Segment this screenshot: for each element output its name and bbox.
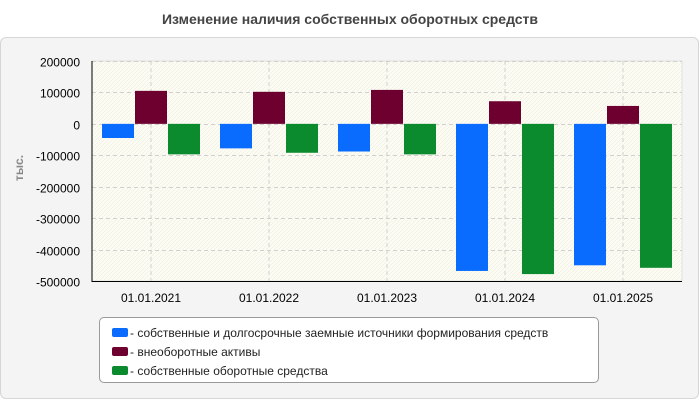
bar — [574, 123, 606, 266]
bar — [607, 105, 639, 124]
y-tick-label: 100000 — [40, 87, 80, 101]
chart-title: Изменение наличия собственных оборотных … — [161, 11, 539, 27]
bar — [135, 90, 167, 124]
bar — [220, 123, 252, 149]
y-tick-label: -100000 — [36, 150, 80, 164]
legend-swatch-icon — [112, 328, 128, 337]
bar — [286, 123, 318, 153]
x-tick-label: 01.01.2021 — [121, 291, 181, 305]
x-tick-label: 01.01.2023 — [357, 291, 417, 305]
bar — [489, 101, 521, 124]
x-tick-labels: 01.01.2021 01.01.2022 01.01.2023 01.01.2024… — [121, 291, 653, 305]
legend-label: - — [130, 363, 138, 378]
legend: - собственные и долгосрочные заемные ист… — [99, 317, 599, 383]
y-tick-label: -500000 — [36, 276, 80, 290]
bar — [456, 123, 488, 271]
y-tick-label: 0 — [73, 119, 80, 133]
legend-item: - собственные и долгосрочные заемные ист… — [100, 323, 598, 342]
legend-label: - — [130, 344, 138, 359]
axes — [91, 61, 682, 282]
legend-label-text: собственные и долгосрочные заемные источ… — [137, 325, 549, 340]
legend-swatch-icon — [112, 366, 128, 375]
legend-label-text: собственные оборотные средства — [137, 363, 328, 378]
bar — [338, 123, 370, 152]
y-tick-label: -200000 — [36, 182, 80, 196]
bar — [640, 123, 672, 268]
legend-item: - собственные оборотные средства — [100, 361, 598, 380]
bars — [102, 89, 672, 275]
y-tick-label: 200000 — [40, 56, 80, 70]
legend-label: - — [130, 325, 138, 340]
y-tick-label: -400000 — [36, 245, 80, 259]
y-tick-labels: 200000 100000 0 -100000 -200000 -300000 -40000… — [36, 56, 80, 290]
bar — [522, 123, 554, 275]
x-tick-label: 01.01.2022 — [239, 291, 299, 305]
bar — [371, 89, 403, 124]
bar — [168, 123, 200, 155]
x-tick-label: 01.01.2024 — [475, 291, 535, 305]
bar — [253, 91, 285, 124]
bar — [102, 123, 134, 138]
bar — [404, 123, 436, 155]
legend-item: - внеоборотные активы — [100, 342, 598, 361]
y-tick-label: -300000 — [36, 213, 80, 227]
legend-swatch-icon — [112, 347, 128, 356]
y-axis-label: тыс. — [12, 155, 26, 181]
legend-label-text: внеоборотные активы — [137, 344, 261, 359]
x-tick-label: 01.01.2025 — [593, 291, 653, 305]
